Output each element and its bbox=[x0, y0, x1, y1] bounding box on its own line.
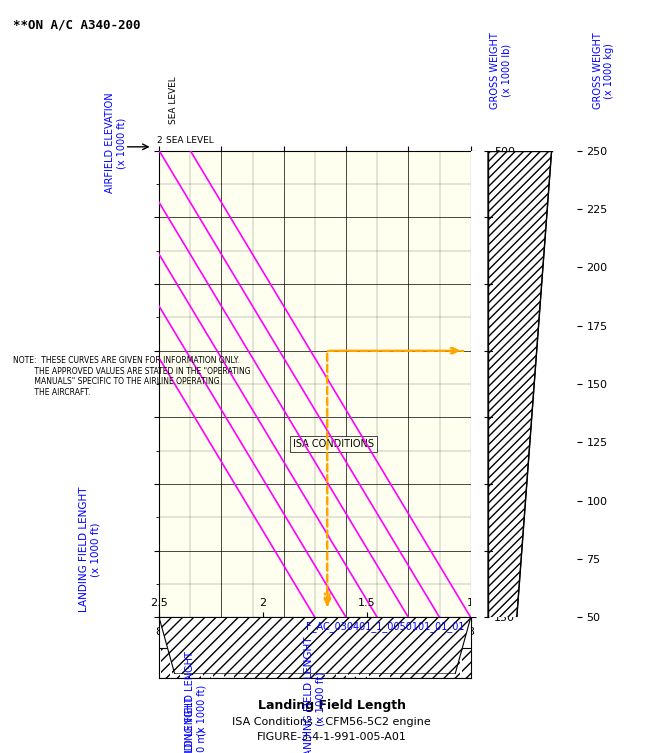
Text: 2: 2 bbox=[156, 136, 162, 145]
Polygon shape bbox=[488, 151, 552, 631]
Polygon shape bbox=[159, 617, 471, 674]
Text: AIRFIELD ELEVATION
(x 1000 ft): AIRFIELD ELEVATION (x 1000 ft) bbox=[105, 93, 127, 194]
Text: SEA LEVEL: SEA LEVEL bbox=[169, 77, 178, 124]
Text: NOTE:  THESE CURVES ARE GIVEN FOR INFORMATION ONLY.
         THE APPROVED VALUES: NOTE: THESE CURVES ARE GIVEN FOR INFORMA… bbox=[13, 356, 251, 397]
Text: **ON A/C A340-200: **ON A/C A340-200 bbox=[13, 19, 141, 32]
Text: SEA LEVEL: SEA LEVEL bbox=[166, 136, 214, 145]
Text: LANDING FIELD LENGHT
(x 1000 ft): LANDING FIELD LENGHT (x 1000 ft) bbox=[304, 636, 326, 753]
Text: ISA CONDITIONS: ISA CONDITIONS bbox=[293, 439, 374, 449]
Text: LANDING FIELD LENGHT
(x 1000 ft): LANDING FIELD LENGHT (x 1000 ft) bbox=[185, 651, 206, 753]
Text: FIGURE-3-4-1-991-005-A01: FIGURE-3-4-1-991-005-A01 bbox=[257, 732, 406, 742]
Text: LANDING FIELD LENGHT
(x 1000 ft): LANDING FIELD LENGHT (x 1000 ft) bbox=[79, 487, 100, 612]
Text: LANDING FIELD LENGHT
(x 1000 m): LANDING FIELD LENGHT (x 1000 m) bbox=[185, 697, 206, 753]
Text: Landing Field Length: Landing Field Length bbox=[257, 699, 406, 712]
Text: ISA Conditions – CFM56-5C2 engine: ISA Conditions – CFM56-5C2 engine bbox=[232, 717, 431, 727]
Text: F_AC_030401_1_0050101_01_01: F_AC_030401_1_0050101_01_01 bbox=[306, 621, 464, 632]
Text: GROSS WEIGHT
(x 1000 kg): GROSS WEIGHT (x 1000 kg) bbox=[593, 32, 614, 109]
Text: GROSS WEIGHT
(x 1000 lb): GROSS WEIGHT (x 1000 lb) bbox=[490, 32, 511, 109]
